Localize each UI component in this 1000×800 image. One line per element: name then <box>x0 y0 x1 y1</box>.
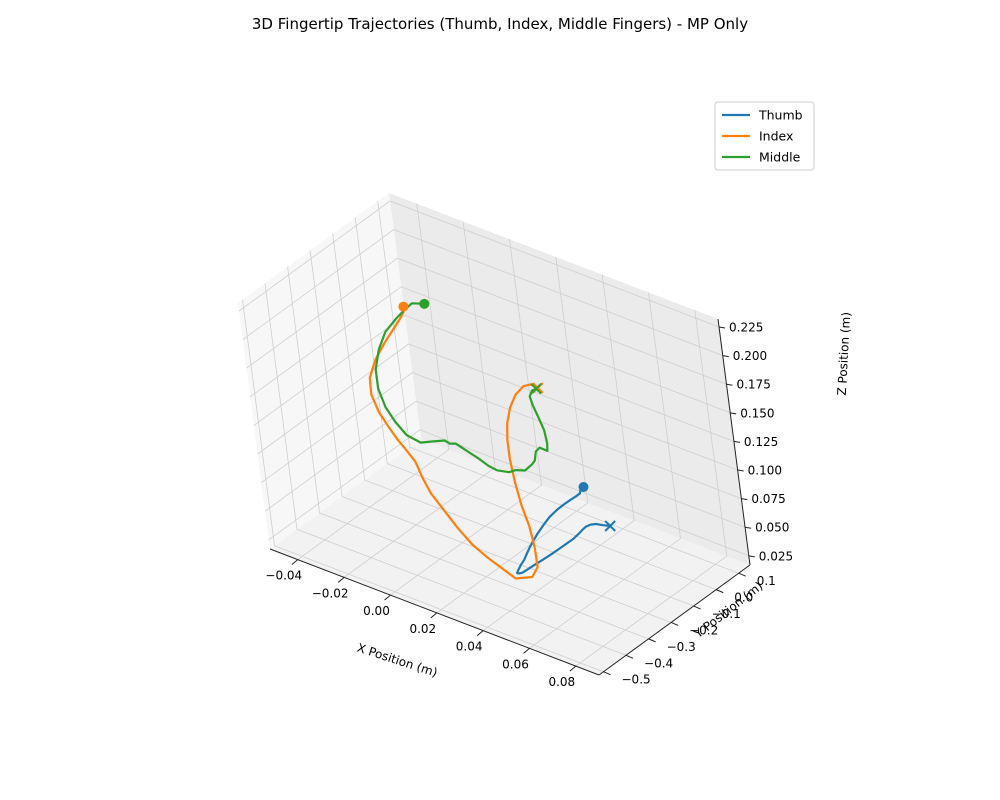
x-axis-line <box>269 548 600 676</box>
x-tick-label: 0.00 <box>363 604 390 618</box>
grid-line-y <box>332 233 694 607</box>
x-tick-label: 0.06 <box>502 657 529 671</box>
grid-line-z <box>238 200 720 328</box>
grid-line-y <box>287 266 649 640</box>
x-tick <box>337 577 345 583</box>
z-tick-label: 0.225 <box>729 321 763 335</box>
series-line-thumb <box>516 485 612 575</box>
grid-line-z <box>242 229 723 356</box>
z-tick <box>718 326 726 329</box>
x-tick <box>291 559 299 566</box>
floor-pane <box>270 439 750 675</box>
legend-label-middle: Middle <box>759 150 801 165</box>
z-tick-label: 0.050 <box>755 521 789 535</box>
z-tick-label: 0.150 <box>740 406 774 420</box>
grid-line-z <box>261 372 742 499</box>
start-marker-middle <box>419 298 430 309</box>
z-tick <box>741 498 748 501</box>
x-tick <box>476 630 484 637</box>
tick-labels: −0.04 −0.02 0.00 0.02 0.04 0.06 0.08 −0.5 −0.4 −0… <box>265 321 793 690</box>
z-axis-line <box>717 318 751 566</box>
grid-line-y <box>264 283 627 656</box>
series-markers <box>398 298 616 532</box>
y-axis-line <box>598 564 751 676</box>
y-tick-label: −0.3 <box>667 640 696 654</box>
legend-label-thumb: Thumb <box>758 108 803 123</box>
y-tick-label: −0.2 <box>689 623 718 637</box>
series-line-middle <box>374 302 549 474</box>
grid-line-x <box>482 274 635 631</box>
y-tick <box>693 605 701 610</box>
y-tick <box>603 671 611 676</box>
z-tick <box>733 440 741 443</box>
legend-frame <box>714 101 815 171</box>
y-tick-label: −0.5 <box>622 673 651 687</box>
axis-lines <box>269 318 755 676</box>
grid-line-x <box>297 203 450 560</box>
grid-line-z <box>246 257 727 385</box>
z-tick <box>730 412 737 415</box>
grid-line-z <box>249 286 731 414</box>
z-tick <box>745 526 752 529</box>
legend: Thumb Index Middle <box>714 101 815 171</box>
grid-line-x <box>575 310 728 667</box>
grid-line-z <box>268 429 749 557</box>
chart-title: 3D Fingertip Trajectories (Thumb, Index,… <box>252 15 748 33</box>
x-tick <box>523 647 530 654</box>
series-line-index <box>368 305 540 580</box>
grid-line-y <box>377 201 739 574</box>
grid-line-z <box>257 343 738 471</box>
y-tick <box>670 622 679 626</box>
side-pane <box>238 193 421 549</box>
back-pane <box>389 193 750 565</box>
x-axis-label: X Position (m) <box>355 641 439 680</box>
end-marker-middle <box>530 382 542 395</box>
x-tick-label: 0.08 <box>548 675 575 689</box>
x-tick-label: 0.04 <box>456 640 483 654</box>
grid-line-z <box>264 400 746 528</box>
y-tick-label: −0.1 <box>712 607 741 621</box>
x-tick-label: −0.02 <box>312 586 349 600</box>
grid-line-y <box>354 217 717 590</box>
z-tick-label: 0.125 <box>744 435 778 449</box>
z-tick-label: 0.175 <box>736 378 770 392</box>
z-tick-label: 0.100 <box>748 464 782 478</box>
z-axis-label: Z Position (m) <box>835 312 853 396</box>
start-marker-index <box>398 301 409 312</box>
y-tick-label: −0.4 <box>644 656 673 670</box>
grid-line-z <box>253 314 735 442</box>
x-tick <box>569 665 577 672</box>
series-lines <box>368 302 612 580</box>
x-tick-label: 0.02 <box>409 622 436 636</box>
start-marker-thumb <box>578 481 589 492</box>
grid-line-x <box>390 239 542 596</box>
x-tick <box>384 594 391 601</box>
grid-line-x <box>529 292 681 649</box>
y-tick-label: 0.1 <box>757 574 776 588</box>
grid-line-x <box>343 221 496 578</box>
y-tick <box>625 654 634 659</box>
x-tick <box>430 612 438 619</box>
grid-line-y <box>242 299 604 673</box>
grid-line-x <box>436 256 589 614</box>
y-tick-label: 0.0 <box>734 591 753 605</box>
z-tick <box>748 555 755 558</box>
y-tick <box>648 638 656 643</box>
end-marker-thumb <box>604 520 616 532</box>
z-tick-label: 0.025 <box>759 549 793 563</box>
z-tick <box>726 383 733 386</box>
y-tick <box>738 572 746 577</box>
legend-label-index: Index <box>759 129 793 144</box>
z-tick-label: 0.075 <box>751 492 785 506</box>
grid-line-y <box>309 250 672 623</box>
z-tick-label: 0.200 <box>733 349 767 363</box>
axis-panes <box>238 193 750 675</box>
z-tick <box>737 469 744 472</box>
grid-lines <box>238 200 749 673</box>
z-tick <box>722 355 729 358</box>
x-tick-label: −0.04 <box>265 569 302 583</box>
y-tick <box>715 589 724 594</box>
